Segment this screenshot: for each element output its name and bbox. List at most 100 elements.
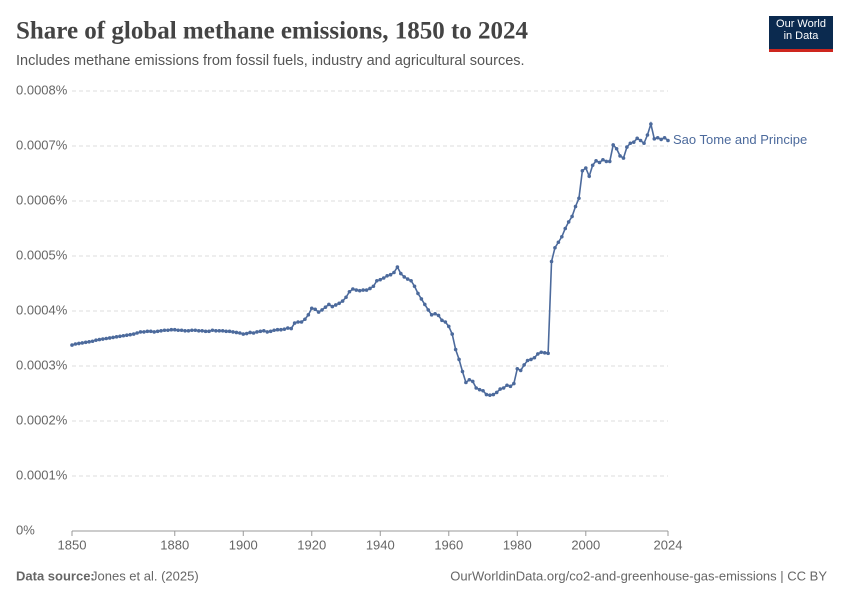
data-point — [193, 328, 198, 333]
data-point — [649, 122, 653, 126]
data-point — [419, 297, 424, 301]
footer-link[interactable]: OurWorldinData.org/co2-and-greenhouse-ga… — [450, 568, 827, 583]
data-point — [409, 278, 413, 283]
data-point — [70, 343, 74, 347]
data-point — [556, 240, 561, 245]
data-point — [224, 329, 228, 334]
data-point — [203, 329, 208, 334]
data-point — [388, 272, 393, 277]
data-point — [433, 311, 437, 316]
x-tick-label: 1880 — [160, 537, 189, 552]
data-point — [114, 335, 119, 339]
data-point — [125, 333, 129, 338]
data-point — [529, 357, 533, 362]
data-point — [87, 340, 91, 344]
data-point — [347, 289, 352, 294]
logo-underline — [769, 49, 833, 52]
data-point — [357, 288, 362, 293]
data-point — [210, 328, 215, 333]
data-point — [77, 341, 81, 346]
data-point — [196, 329, 201, 333]
data-point — [611, 143, 615, 147]
data-point — [446, 324, 451, 329]
data-point — [443, 320, 448, 324]
data-point — [248, 330, 252, 335]
data-point — [80, 341, 85, 345]
data-point — [625, 145, 629, 149]
data-point — [464, 380, 468, 385]
data-point — [97, 337, 102, 342]
data-point — [101, 337, 105, 341]
data-point — [166, 328, 170, 333]
x-tick-label: 2024 — [654, 537, 683, 552]
data-point — [207, 329, 211, 334]
data-point — [255, 330, 259, 334]
data-point — [607, 159, 612, 164]
data-point — [231, 330, 235, 334]
data-point — [505, 383, 509, 388]
data-point — [484, 392, 489, 397]
data-point — [344, 295, 348, 300]
data-point — [453, 347, 458, 352]
data-point — [145, 329, 150, 334]
data-point — [546, 351, 550, 356]
data-point — [104, 336, 109, 341]
data-point — [638, 138, 643, 143]
data-point — [378, 277, 383, 282]
data-point — [618, 154, 622, 158]
data-point — [423, 302, 427, 307]
data-point — [590, 163, 595, 168]
data-point — [306, 313, 311, 317]
data-point — [399, 271, 403, 276]
series-label[interactable]: Sao Tome and Principe — [673, 132, 807, 147]
data-point — [244, 331, 249, 336]
data-point — [371, 284, 376, 289]
x-tick-label: 1980 — [503, 537, 532, 552]
data-point — [577, 196, 581, 201]
data-point — [214, 329, 218, 333]
data-point — [238, 331, 242, 335]
data-point — [183, 329, 187, 333]
data-point — [340, 299, 345, 303]
data-point — [299, 320, 304, 324]
data-point — [176, 328, 180, 333]
data-point — [508, 384, 513, 389]
data-point — [614, 146, 619, 151]
data-point — [90, 339, 95, 344]
source-label: Data source: — [16, 568, 95, 583]
data-point — [631, 140, 636, 144]
data-point — [553, 245, 557, 250]
data-point — [491, 392, 496, 397]
data-point — [392, 270, 396, 275]
data-point — [148, 329, 153, 334]
data-point — [320, 308, 324, 312]
source[interactable]: Jones et al. (2025) — [91, 568, 199, 583]
data-point — [138, 330, 143, 334]
data-point — [152, 330, 157, 334]
data-point — [107, 336, 112, 340]
data-point — [303, 317, 307, 322]
data-point — [402, 275, 407, 279]
data-point — [285, 326, 290, 330]
data-point — [583, 166, 588, 170]
data-point — [351, 287, 355, 291]
data-point — [186, 329, 191, 333]
data-point — [532, 355, 537, 360]
logo[interactable]: Our World in Data — [769, 16, 833, 52]
data-point — [522, 363, 526, 367]
data-point — [361, 288, 365, 292]
data-point — [566, 220, 571, 224]
data-point — [251, 331, 256, 335]
data-point — [368, 286, 372, 291]
data-point — [179, 328, 184, 333]
y-tick-label: 0% — [16, 522, 35, 537]
data-point — [190, 328, 194, 333]
data-point — [405, 277, 410, 281]
data-point — [162, 328, 167, 333]
data-point — [135, 331, 139, 335]
x-tick-label: 2000 — [571, 537, 600, 552]
data-point — [385, 274, 389, 278]
data-point — [659, 137, 663, 142]
data-point — [457, 357, 461, 362]
data-point — [580, 168, 585, 173]
